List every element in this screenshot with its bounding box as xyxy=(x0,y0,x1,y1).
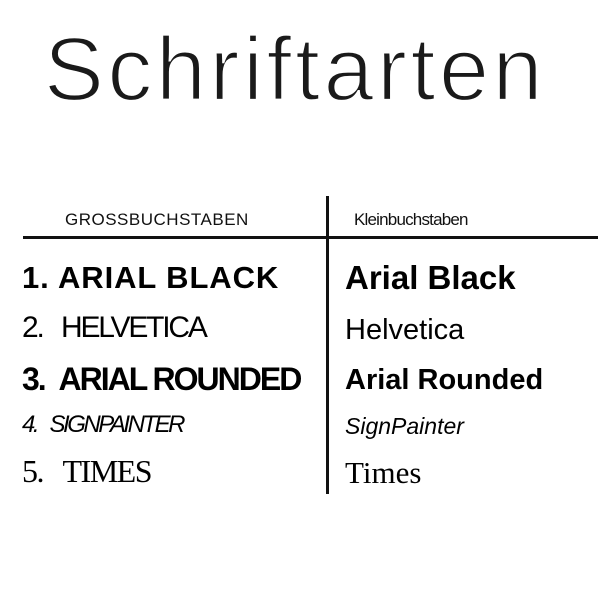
svg-text:Schriftarten: Schriftarten xyxy=(44,20,546,120)
